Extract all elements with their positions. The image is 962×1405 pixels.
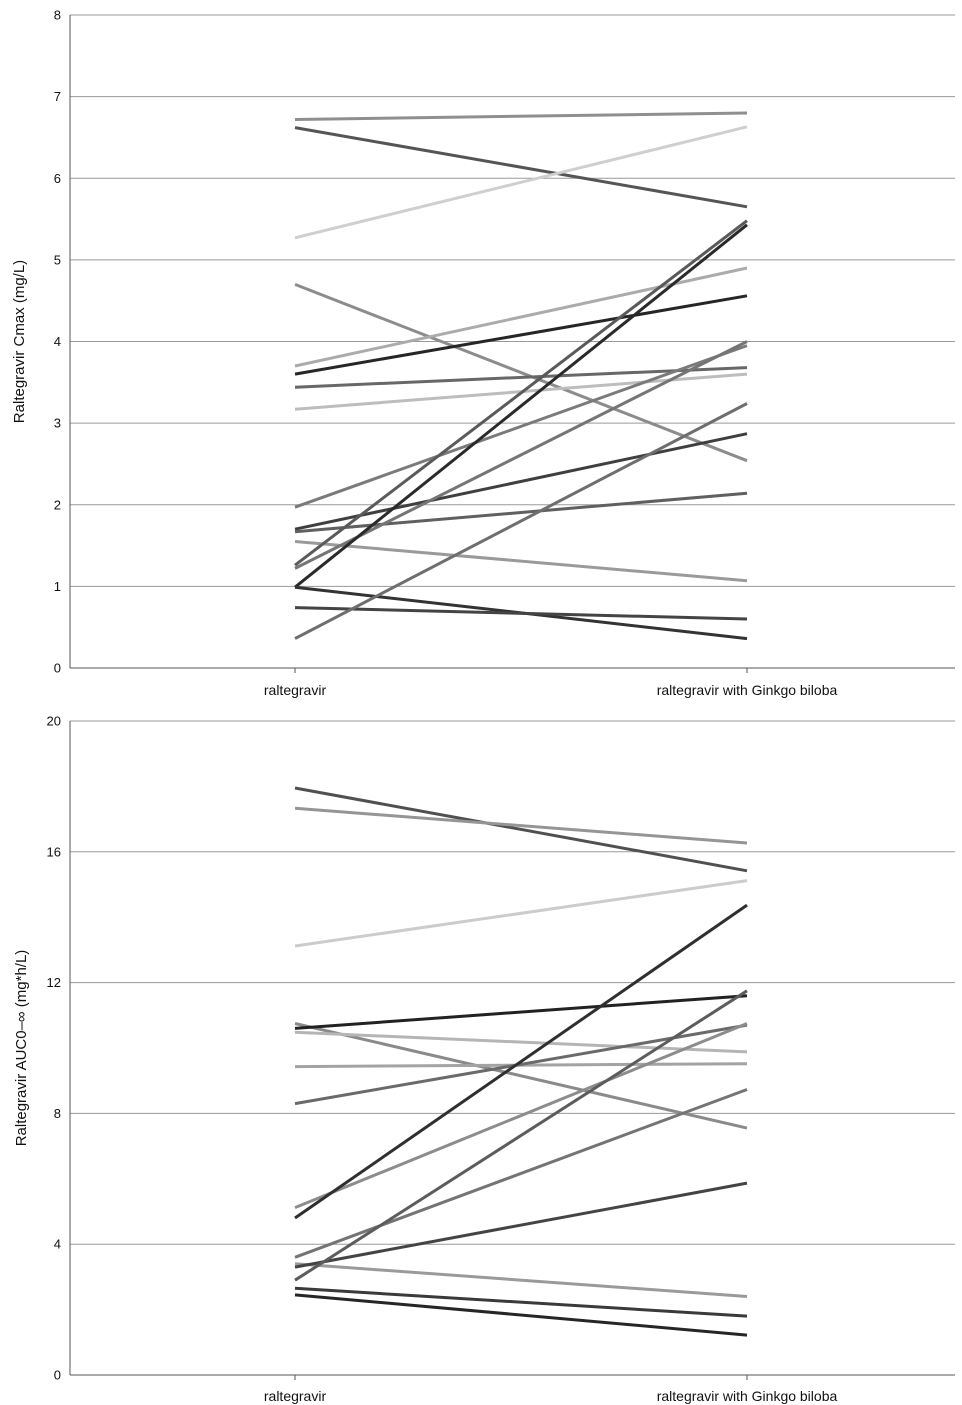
cmax-series-line-1 <box>294 111 748 121</box>
cmax-series-line-15 <box>294 223 748 589</box>
auc-y-tick-label: 4 <box>54 1237 61 1252</box>
cmax-series-line-3 <box>294 125 748 240</box>
auc-series-line-6 <box>294 1030 748 1054</box>
cmax-y-tick-label: 6 <box>54 171 61 186</box>
cmax-x-tick-label: raltegravir <box>264 682 327 698</box>
cmax-y-tick-label: 5 <box>54 252 61 267</box>
cmax-y-tick-label: 4 <box>54 334 61 349</box>
cmax-series-line-4 <box>294 283 748 463</box>
auc-y-tick-label: 8 <box>54 1106 61 1121</box>
cmax-y-tick-label: 8 <box>54 8 61 23</box>
auc-series-line-13 <box>294 1181 748 1269</box>
cmax-series-line-12 <box>294 540 748 583</box>
cmax-y-axis-title: Raltegravir Cmax (mg/L) <box>11 260 28 423</box>
cmax-series-line-5 <box>294 266 748 368</box>
auc-chart: 0 4 8 12 16 20 raltegravir raltegravir with Gin… <box>13 714 955 1404</box>
auc-series-line-15 <box>294 1286 748 1318</box>
cmax-series-line-13 <box>294 219 748 567</box>
auc-series-line-14 <box>294 989 748 1282</box>
cmax-y-tick-label: 7 <box>54 89 61 104</box>
cmax-y-tick-label: 3 <box>54 416 61 431</box>
cmax-series-line-18 <box>294 402 748 640</box>
auc-y-tick-label: 12 <box>47 975 61 990</box>
auc-series-line-2 <box>294 806 748 845</box>
auc-x-tick-label: raltegravir <box>264 1388 327 1404</box>
auc-series-line-11 <box>294 1088 748 1259</box>
cmax-y-tick-label: 1 <box>54 579 61 594</box>
auc-series-line-12 <box>294 1262 748 1298</box>
cmax-series-line-7 <box>294 366 748 389</box>
auc-x-tick-label: raltegravir with Ginkgo biloba <box>657 1388 838 1404</box>
cmax-y-tick-label: 0 <box>54 661 61 676</box>
auc-series-line-10 <box>294 903 748 1220</box>
cmax-series-line-9 <box>294 344 748 509</box>
cmax-series-line-2 <box>294 126 748 209</box>
cmax-series-line-6 <box>294 294 748 376</box>
auc-y-tick-label: 16 <box>47 844 61 859</box>
auc-y-tick-label: 0 <box>54 1368 61 1383</box>
auc-y-axis-title: Raltegravir AUC0–∞ (mg*h/L) <box>13 950 30 1147</box>
auc-series-line-1 <box>294 786 748 873</box>
cmax-chart: 0 1 2 3 4 5 6 7 8 raltegravir raltegravir with Gin… <box>11 8 955 698</box>
auc-y-tick-label: 20 <box>47 714 61 729</box>
auc-series-line-4 <box>294 1022 748 1130</box>
cmax-series-line-14 <box>294 340 748 570</box>
cmax-x-tick-label: raltegravir with Ginkgo biloba <box>657 682 838 698</box>
auc-series-line-3 <box>294 879 748 948</box>
auc-series-line-9 <box>294 1022 748 1209</box>
auc-series-line-5 <box>294 994 748 1030</box>
cmax-y-tick-label: 2 <box>54 497 61 512</box>
cmax-series-line-10 <box>294 432 748 531</box>
auc-series-line-16 <box>294 1293 748 1337</box>
cmax-series-line-17 <box>294 606 748 621</box>
